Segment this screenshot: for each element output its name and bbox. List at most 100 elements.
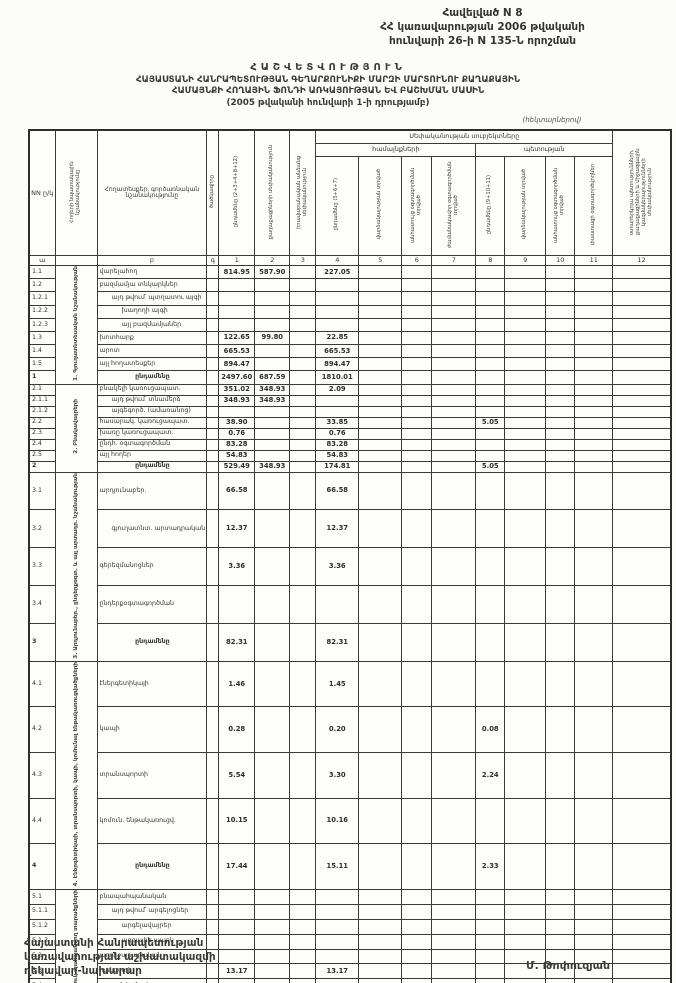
cell-c2 bbox=[254, 317, 291, 332]
annex-line-3: հունվարի 26-ի N 135-Ն որոշման bbox=[389, 34, 576, 47]
table-row: 1.1 1. Գյուղատնտեսական նշանակության վարելա… bbox=[28, 265, 672, 385]
col-header-2: քաղաքացիների սեփականություն bbox=[254, 129, 291, 257]
col-header-9: վարձակալության տրված bbox=[504, 155, 547, 257]
cell-c7 bbox=[431, 903, 477, 920]
row-label: այդ թվում՝ արգելոցներ bbox=[96, 903, 208, 920]
cell-c1: 1.46 bbox=[218, 660, 256, 708]
cell-c8 bbox=[475, 888, 506, 905]
cell-c5 bbox=[358, 278, 403, 293]
cell-c9 bbox=[504, 752, 547, 799]
cell-c8 bbox=[475, 585, 506, 624]
cell-c2 bbox=[254, 888, 291, 905]
cell-c11 bbox=[574, 370, 614, 385]
cell-c4 bbox=[315, 918, 360, 935]
cell-c12 bbox=[612, 416, 672, 429]
col-number-8: 8 bbox=[475, 255, 506, 267]
row-number: 3.1 bbox=[28, 471, 56, 511]
cell-c6 bbox=[401, 317, 433, 332]
table-row: 4.2 կապի 0.28 0.20 0.08 bbox=[28, 706, 672, 754]
cell-c5 bbox=[358, 449, 403, 462]
cell-c4 bbox=[315, 585, 360, 624]
cell-c5 bbox=[358, 918, 403, 935]
row-label: ընդերքօգտագործման bbox=[96, 585, 208, 624]
cell-c5 bbox=[358, 978, 403, 983]
cell-c1: 529.49 bbox=[218, 460, 256, 473]
cell-c10 bbox=[545, 471, 576, 511]
cell-c4: 12.37 bbox=[315, 509, 360, 549]
cell-c9 bbox=[504, 460, 547, 473]
cell-c12 bbox=[612, 706, 672, 754]
row-label: ընդամենը bbox=[96, 843, 208, 890]
col-number-9: 9 bbox=[504, 255, 547, 267]
cell-c7 bbox=[431, 706, 477, 754]
cell-c1: 348.93 bbox=[218, 394, 256, 407]
code-cell bbox=[206, 471, 220, 511]
cell-c5 bbox=[358, 843, 403, 890]
cell-c9 bbox=[504, 706, 547, 754]
cell-c1: 83.28 bbox=[218, 438, 256, 451]
cell-c7 bbox=[431, 438, 477, 451]
table-row: 5.1.2 արգելավայրեր bbox=[28, 918, 672, 935]
cell-c3 bbox=[289, 471, 317, 511]
cell-c5 bbox=[358, 438, 403, 451]
table-row: 2.5 այլ հողեր 54.83 54.83 bbox=[28, 449, 672, 462]
col-header-11: փաստացի օգտագործվողներ bbox=[574, 155, 614, 257]
cell-c10 bbox=[545, 622, 576, 662]
cell-c11 bbox=[574, 752, 614, 799]
cell-c10 bbox=[545, 547, 576, 587]
cell-c4 bbox=[315, 405, 360, 418]
cell-c11 bbox=[574, 471, 614, 511]
cell-c12 bbox=[612, 394, 672, 407]
cell-c3 bbox=[289, 460, 317, 473]
row-label: վարելահող bbox=[96, 265, 208, 280]
table-row: 4.3 տրանսպորտի 5.54 3.30 2.24 bbox=[28, 752, 672, 799]
cell-c12 bbox=[612, 660, 672, 708]
cell-c7 bbox=[431, 797, 477, 845]
row-number: 1.2.2 bbox=[28, 304, 56, 319]
section-label-text: 2. Բնակավայրերի bbox=[72, 399, 79, 455]
cell-c5 bbox=[358, 660, 403, 708]
row-label: այգեգործ. (ամառանոց) bbox=[96, 405, 208, 418]
cell-c1: 665.53 bbox=[218, 344, 256, 359]
cell-c5 bbox=[358, 265, 403, 280]
cell-c9 bbox=[504, 978, 547, 983]
cell-c8 bbox=[475, 918, 506, 935]
cell-c4: 22.85 bbox=[315, 330, 360, 346]
cell-c10 bbox=[545, 978, 576, 983]
code-cell bbox=[206, 509, 220, 549]
cell-c11 bbox=[574, 888, 614, 905]
row-number: 3 bbox=[28, 622, 56, 662]
col-header-3: իրավաբանական անձանց սեփականություն bbox=[289, 129, 317, 257]
cell-c2 bbox=[254, 509, 291, 549]
cell-c9 bbox=[504, 278, 547, 293]
cell-c11 bbox=[574, 438, 614, 451]
cell-c1: 12.37 bbox=[218, 509, 256, 549]
code-cell bbox=[206, 370, 220, 385]
cell-c12 bbox=[612, 797, 672, 845]
cell-c10 bbox=[545, 903, 576, 920]
col-header-12: օտարերկրյա պետությունների, քաղաքացիների … bbox=[612, 129, 672, 257]
cell-c2: 99.80 bbox=[254, 330, 291, 346]
cell-c11 bbox=[574, 304, 614, 319]
cell-c10 bbox=[545, 449, 576, 462]
table-row: 5.1.1 այդ թվում՝ արգելոցներ bbox=[28, 903, 672, 920]
cell-c1 bbox=[218, 888, 256, 905]
cell-c10 bbox=[545, 370, 576, 385]
cell-c2 bbox=[254, 405, 291, 418]
cell-c11 bbox=[574, 843, 614, 890]
table-row: 2.3 խառը կառուցապատ. 0.76 0.76 bbox=[28, 427, 672, 440]
cell-c9 bbox=[504, 449, 547, 462]
cell-c2: 587.90 bbox=[254, 265, 291, 280]
cell-c1: 3.36 bbox=[218, 547, 256, 587]
col-number-5: 5 bbox=[358, 255, 403, 267]
cell-c8 bbox=[475, 330, 506, 346]
cell-c9 bbox=[504, 471, 547, 511]
cell-c10 bbox=[545, 304, 576, 319]
cell-c7 bbox=[431, 370, 477, 385]
row-number: 3.3 bbox=[28, 547, 56, 587]
cell-c4: 665.53 bbox=[315, 344, 360, 359]
cell-c1: 54.83 bbox=[218, 449, 256, 462]
cell-c11 bbox=[574, 509, 614, 549]
cell-c8: 5.05 bbox=[475, 416, 506, 429]
cell-c4 bbox=[315, 317, 360, 332]
